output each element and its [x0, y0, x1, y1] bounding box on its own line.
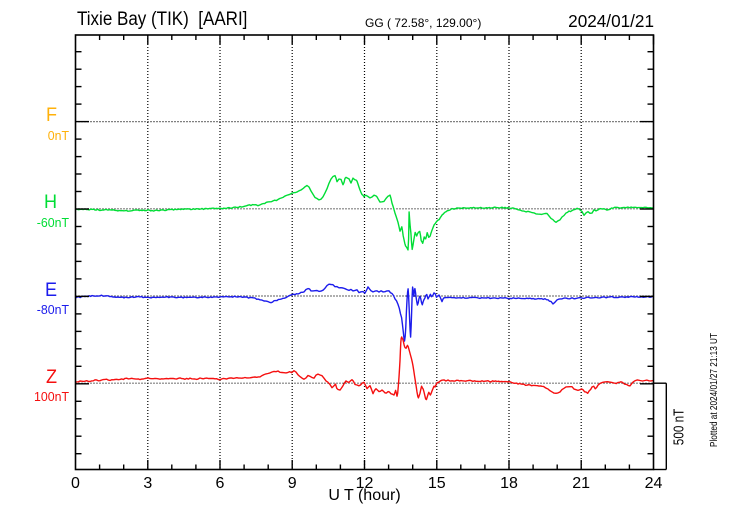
svg-text:500 nT: 500 nT — [671, 409, 687, 446]
svg-text:Plotted at 2024/01/27 21:13 UT: Plotted at 2024/01/27 21:13 UT — [709, 333, 720, 447]
